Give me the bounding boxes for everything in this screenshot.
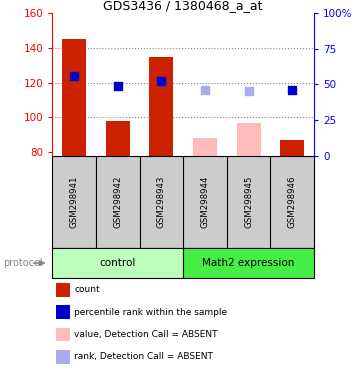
Text: GSM298944: GSM298944 <box>200 175 209 228</box>
Text: GSM298941: GSM298941 <box>70 175 79 228</box>
Text: percentile rank within the sample: percentile rank within the sample <box>74 308 227 317</box>
Point <box>246 88 252 94</box>
Bar <box>237 122 261 156</box>
Text: control: control <box>100 258 136 268</box>
Text: GSM298945: GSM298945 <box>244 175 253 228</box>
Bar <box>183 248 314 278</box>
Bar <box>149 57 173 156</box>
Title: GDS3436 / 1380468_a_at: GDS3436 / 1380468_a_at <box>104 0 263 12</box>
Text: GSM298942: GSM298942 <box>113 175 122 228</box>
Bar <box>52 248 183 278</box>
Text: protocol: protocol <box>4 258 43 268</box>
Point <box>71 73 77 79</box>
Bar <box>106 121 130 156</box>
Bar <box>280 140 304 156</box>
Text: GSM298943: GSM298943 <box>157 175 166 228</box>
Text: count: count <box>74 285 100 295</box>
Point <box>158 78 164 84</box>
Point <box>290 87 295 93</box>
Text: Math2 expression: Math2 expression <box>203 258 295 268</box>
Bar <box>62 40 86 156</box>
Point <box>202 87 208 93</box>
Text: value, Detection Call = ABSENT: value, Detection Call = ABSENT <box>74 330 218 339</box>
Text: rank, Detection Call = ABSENT: rank, Detection Call = ABSENT <box>74 352 213 361</box>
Text: GSM298946: GSM298946 <box>288 175 297 228</box>
Bar <box>193 138 217 156</box>
Point <box>115 83 121 89</box>
